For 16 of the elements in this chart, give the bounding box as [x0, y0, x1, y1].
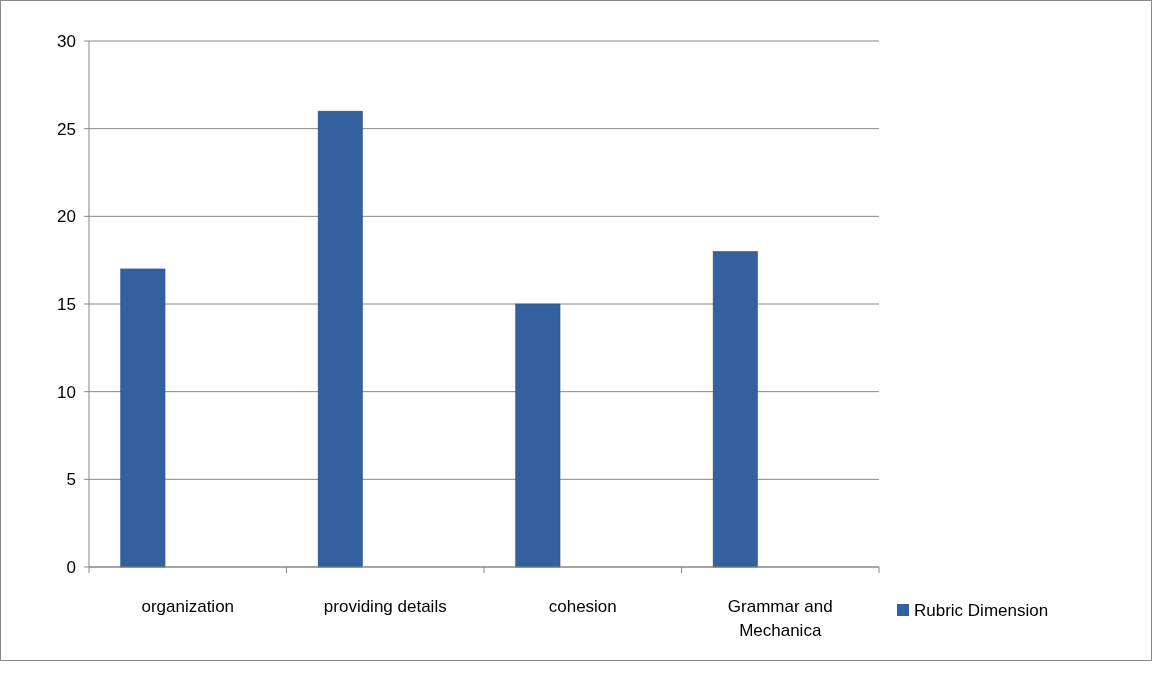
y-tick-label: 5	[66, 470, 76, 490]
y-tick-label: 30	[57, 31, 76, 51]
legend-label: Rubric Dimension	[914, 600, 1049, 620]
bar	[317, 110, 363, 568]
y-tick-label: 15	[57, 294, 76, 314]
bar	[515, 303, 561, 568]
y-tick-label: 20	[57, 207, 76, 227]
y-tick-label: 25	[57, 119, 76, 139]
bar	[120, 268, 166, 568]
bar	[712, 251, 758, 568]
x-tick-label: Grammar and Mechanica	[727, 597, 833, 640]
y-tick-label: 10	[57, 382, 76, 402]
x-tick-label: cohesion	[548, 597, 617, 616]
x-tick-label: providing details	[323, 597, 447, 616]
y-tick-label: 0	[66, 557, 76, 577]
x-tick-label: organization	[141, 597, 235, 616]
